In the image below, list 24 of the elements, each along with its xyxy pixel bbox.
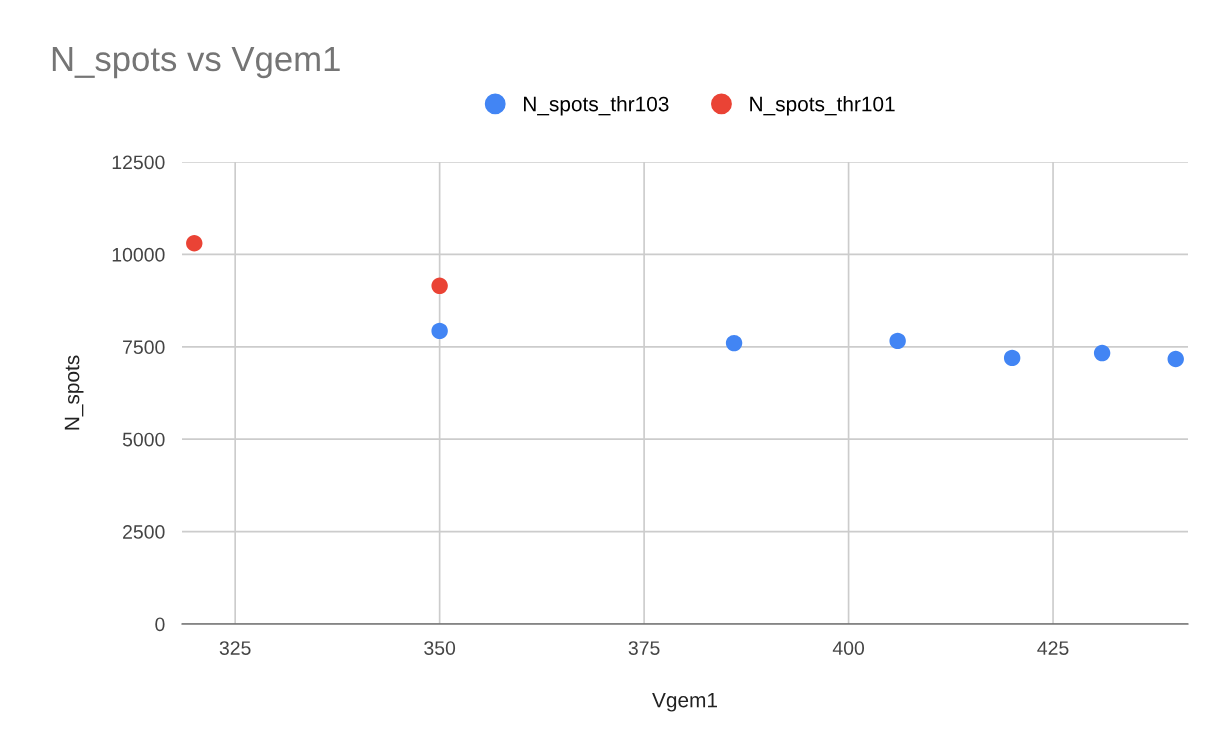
y-tick-label: 10000 (112, 247, 165, 262)
y-tick-label: 12500 (112, 155, 165, 170)
legend-label: N_spots_thr101 (750, 96, 895, 116)
point (431, 322, 448, 340)
x-tick-label: 325 (219, 641, 251, 655)
x-tick-label: 400 (832, 641, 865, 655)
y-tick-label: 0 (155, 617, 165, 632)
point (431, 277, 448, 295)
x-tick-label: 350 (424, 641, 456, 655)
x-axis-title: Vgem1 (652, 692, 717, 712)
point (1003, 349, 1021, 367)
point (1093, 344, 1111, 362)
y-tick-label: 2500 (123, 525, 165, 539)
chart-title: N_spots vs Vgem1 (52, 47, 340, 79)
point (1167, 350, 1184, 368)
point (186, 235, 203, 252)
x-tick-label: 375 (628, 641, 660, 655)
point (889, 332, 906, 350)
legend-label: N_spots_thr103 (524, 96, 669, 116)
point (725, 334, 743, 352)
y-tick-label: 5000 (122, 432, 165, 447)
y-axis-title: N_spots (64, 355, 84, 430)
x-tick-label: 425 (1037, 641, 1069, 655)
y-tick-label: 7500 (123, 340, 165, 355)
